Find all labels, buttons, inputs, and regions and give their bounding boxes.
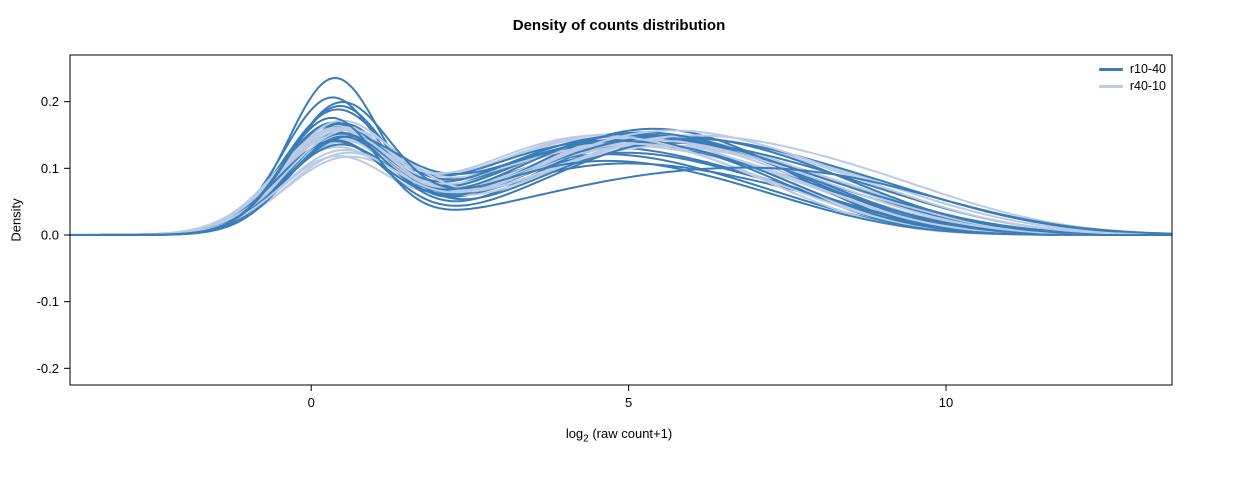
legend-label-r10-40: r10-40 — [1129, 62, 1166, 76]
svg-text:0: 0 — [308, 395, 315, 410]
svg-text:0.2: 0.2 — [41, 94, 59, 109]
legend-line-swatch-r40-10 — [1098, 84, 1123, 88]
svg-text:0.0: 0.0 — [41, 228, 59, 243]
chart-title: Density of counts distribution — [512, 17, 726, 34]
x-axis-label: log2 (raw count+1) — [0, 426, 1238, 445]
svg-text:10: 10 — [939, 395, 953, 410]
legend-line-swatch-r10-40 — [1098, 67, 1123, 71]
svg-text:-0.1: -0.1 — [37, 294, 59, 309]
x-axis-label-subscript: 2 — [583, 433, 589, 445]
x-axis-label-prefix: log — [565, 426, 584, 441]
legend: r10-40 r40-10 — [1098, 62, 1166, 93]
legend-item-r40-10: r40-10 — [1098, 79, 1166, 93]
y-axis-label: Density — [8, 198, 24, 242]
svg-text:5: 5 — [625, 395, 632, 410]
legend-label-r40-10: r40-10 — [1129, 79, 1166, 93]
svg-text:-0.2: -0.2 — [37, 361, 59, 376]
svg-text:0.1: 0.1 — [41, 161, 59, 176]
legend-item-r10-40: r10-40 — [1098, 62, 1166, 76]
x-axis-label-suffix: (raw count+1) — [588, 426, 673, 441]
